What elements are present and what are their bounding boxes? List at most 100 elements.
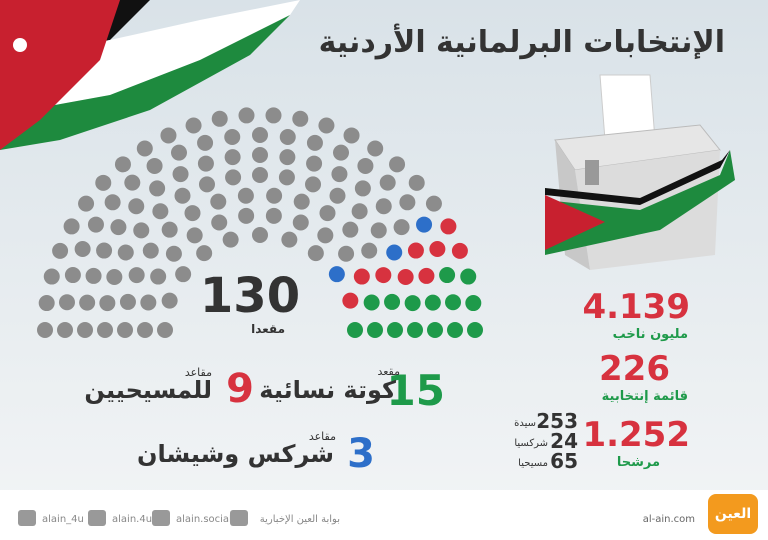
seat <box>38 295 55 312</box>
stat-value: 1.252 <box>582 415 690 455</box>
seat <box>252 127 268 143</box>
seat <box>265 207 282 224</box>
seat <box>279 128 296 145</box>
seat <box>225 169 242 186</box>
seat <box>64 267 81 284</box>
seat <box>367 322 383 338</box>
seat <box>95 174 112 191</box>
seat <box>407 322 423 338</box>
stat-label: قائمة إنتخابية <box>602 389 688 404</box>
ballot-box <box>545 74 735 270</box>
seat <box>439 267 456 284</box>
facebook-handle[interactable]: alain.social <box>176 514 232 525</box>
seat <box>361 242 378 259</box>
seat <box>465 295 482 312</box>
candidate-label: شركسيا <box>514 438 548 449</box>
seat <box>467 322 483 338</box>
seat <box>161 221 178 238</box>
group-unit: مقاعد <box>309 430 336 443</box>
seat <box>78 195 95 212</box>
group-unit: مقاعد <box>185 366 212 379</box>
seat <box>37 322 53 338</box>
seat <box>407 242 424 259</box>
seat <box>347 322 363 338</box>
instagram-icon[interactable] <box>88 510 106 526</box>
seat <box>196 245 213 262</box>
seat <box>342 221 359 238</box>
seat <box>161 292 178 309</box>
seat <box>185 117 202 134</box>
seat <box>328 266 345 283</box>
seat <box>293 193 310 210</box>
youtube-icon[interactable] <box>230 510 248 526</box>
seat <box>197 155 214 172</box>
seat <box>375 198 392 215</box>
seat <box>210 193 227 210</box>
seat <box>124 174 141 191</box>
seat <box>175 266 192 283</box>
seat <box>306 155 323 172</box>
seat <box>427 322 443 338</box>
seat <box>211 214 228 231</box>
seat <box>379 174 396 191</box>
seat <box>440 218 457 235</box>
seat <box>418 267 435 284</box>
flag <box>0 0 300 150</box>
group-name: كوتة نسائية <box>259 376 396 404</box>
seat <box>97 322 113 338</box>
seat <box>404 295 421 312</box>
total-seats: 130 <box>200 268 300 324</box>
facebook-icon[interactable] <box>152 510 170 526</box>
seat <box>318 117 335 134</box>
seat <box>305 176 322 193</box>
seat <box>52 242 69 259</box>
candidate-value: 24 <box>550 429 578 453</box>
seat <box>128 267 145 284</box>
seat <box>197 134 214 151</box>
seat <box>353 268 370 285</box>
group-count: 3 <box>347 431 375 477</box>
seat <box>152 203 169 220</box>
seat <box>114 156 131 173</box>
seat <box>43 268 60 285</box>
seat <box>265 107 282 124</box>
seat <box>96 242 113 259</box>
youtube-channel[interactable]: بوابة العين الإخبارية <box>260 514 340 525</box>
seat <box>174 187 191 204</box>
seat <box>142 242 159 259</box>
seat <box>451 242 468 259</box>
seat <box>319 205 336 222</box>
seat <box>224 128 241 145</box>
seat <box>149 180 166 197</box>
seat <box>170 144 187 161</box>
twitter-handle[interactable]: alain_4u <box>42 514 84 525</box>
seat <box>342 292 359 309</box>
seat <box>150 268 167 285</box>
seat <box>307 245 324 262</box>
seat <box>386 244 403 261</box>
seat <box>292 110 309 127</box>
candidate-label: سيدة <box>514 418 536 429</box>
seat <box>292 214 309 231</box>
seat <box>119 293 136 310</box>
seat <box>408 174 425 191</box>
twitter-icon[interactable] <box>18 510 36 526</box>
seat <box>57 322 73 338</box>
seat <box>397 268 414 285</box>
parliament-chart <box>37 107 483 338</box>
seat <box>306 134 323 151</box>
stat-label: مرشحا <box>617 455 660 470</box>
site-url[interactable]: al-ain.com <box>643 514 695 525</box>
seat <box>133 222 150 239</box>
seat <box>317 227 334 244</box>
seat <box>77 322 93 338</box>
seat <box>375 267 392 284</box>
instagram-handle[interactable]: alain.4u <box>112 514 152 525</box>
seat <box>99 295 116 312</box>
group-count: 15 <box>387 366 445 415</box>
seat <box>137 322 153 338</box>
seat <box>338 245 355 262</box>
seat <box>278 169 295 186</box>
seat <box>238 107 255 124</box>
stat-value: 226 <box>599 349 670 389</box>
